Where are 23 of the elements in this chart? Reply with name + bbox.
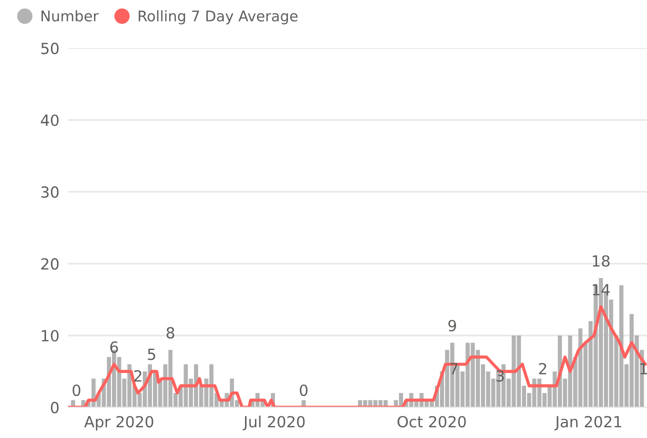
annotation: 5 [148,348,156,360]
annotation: 8 [166,327,174,339]
annotation: 18 [592,255,610,267]
y-tick-label: 50 [41,42,59,54]
line-series [68,305,647,408]
annotation: 14 [592,284,610,296]
annotation: 0 [72,384,80,396]
annotation: 0 [300,384,308,396]
legend-label: Number [42,10,99,22]
annotation: 9 [448,320,456,332]
y-tick-label: 40 [40,114,59,126]
y-tick-label: 0 [50,402,59,414]
annotation: 2 [134,370,142,382]
annotation: 2 [539,362,546,374]
legend-label: Rolling 7 Day Average [138,10,298,24]
x-tick-label: Jan 2021 [554,416,622,430]
x-tick-label: Oct 2020 [398,416,466,428]
annotation: 6 [110,341,118,353]
y-tick-label: 30 [41,186,59,198]
x-tick-label: Jul 2020 [242,416,305,430]
y-tick-label: 20 [41,258,59,270]
x-tick-label: Apr 2020 [84,416,154,430]
y-tick-label: 10 [42,330,59,342]
